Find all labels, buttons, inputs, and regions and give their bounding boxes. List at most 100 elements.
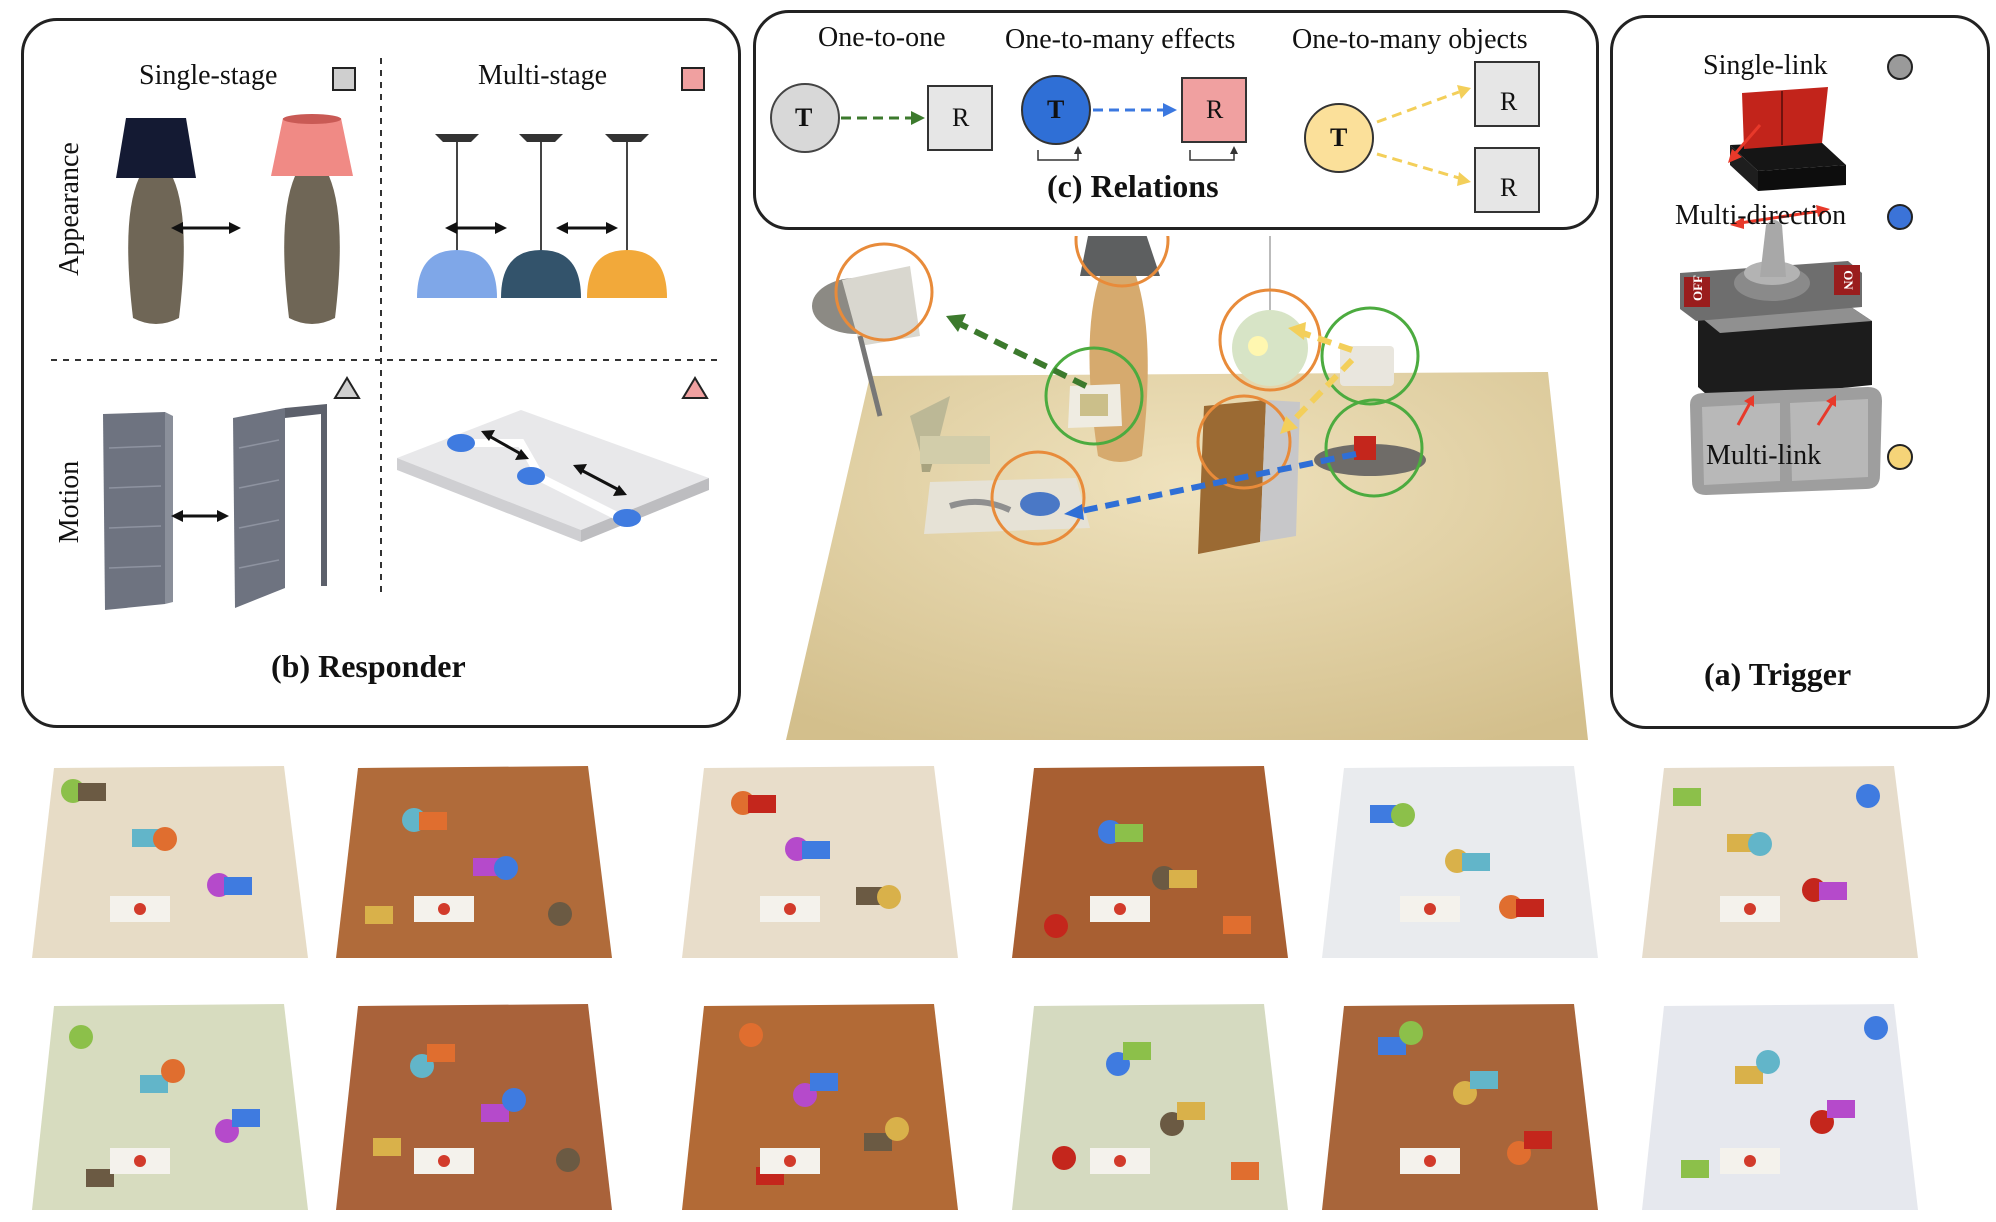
scene-thumbnail bbox=[336, 1004, 612, 1210]
scene-object bbox=[1052, 1146, 1076, 1170]
highlight-table-lamp bbox=[1074, 236, 1170, 288]
highlight-double-switch bbox=[1320, 306, 1420, 406]
scene-slider-knob bbox=[1744, 1155, 1756, 1167]
single-stage-square bbox=[332, 67, 356, 91]
scene-thumbnail bbox=[1642, 766, 1918, 958]
highlight-push-button bbox=[1324, 398, 1424, 498]
scene-object bbox=[373, 1138, 401, 1156]
scene-object bbox=[86, 1169, 114, 1187]
scene-object bbox=[877, 885, 901, 909]
central-scene bbox=[786, 236, 1588, 740]
scene-object bbox=[69, 1025, 93, 1049]
one-to-many-effects-label: One-to-many effects bbox=[1005, 24, 1236, 55]
highlight-wall-switch bbox=[1044, 346, 1144, 446]
scene-object bbox=[802, 841, 830, 859]
highlight-door bbox=[1196, 394, 1292, 490]
scene-object bbox=[224, 877, 252, 895]
center-slider-icon bbox=[924, 478, 1090, 534]
r-label-2: R bbox=[1206, 95, 1224, 124]
scene-object bbox=[1681, 1160, 1709, 1178]
door-closed-icon bbox=[103, 412, 173, 610]
scene-object bbox=[232, 1109, 260, 1127]
multi-direction-dot bbox=[1887, 204, 1913, 230]
scene-object bbox=[1727, 834, 1755, 852]
pendant-lamp-orange-icon bbox=[587, 134, 667, 298]
multi-direction-label: Multi-direction bbox=[1675, 200, 1847, 231]
relations-panel bbox=[753, 10, 1599, 230]
responder-node-pink bbox=[1181, 77, 1247, 143]
door-open-icon bbox=[233, 404, 327, 608]
relations-title: (c) Relations bbox=[1047, 168, 1219, 204]
scene-object bbox=[885, 1117, 909, 1141]
scene-object bbox=[1856, 784, 1880, 808]
pendant-lamp-blue-icon bbox=[417, 134, 497, 298]
toggle-on-label: ON bbox=[1840, 270, 1856, 290]
toggle-off-label: OFF bbox=[1690, 275, 1705, 301]
scene-object bbox=[1399, 1021, 1423, 1045]
single-link-label: Single-link bbox=[1703, 50, 1828, 81]
one-to-many-objects-label: One-to-many objects bbox=[1292, 24, 1528, 55]
multi-stage-square bbox=[681, 67, 705, 91]
scene-slider-knob bbox=[784, 903, 796, 915]
single-link-dot bbox=[1887, 54, 1913, 80]
highlight-slider bbox=[990, 450, 1086, 546]
scene-thumbnails-row-1 bbox=[32, 766, 1918, 958]
scene-object bbox=[1378, 1037, 1406, 1055]
scene-thumbnail bbox=[1322, 1004, 1598, 1210]
scene-object bbox=[1470, 1071, 1498, 1089]
scene-object bbox=[1391, 803, 1415, 827]
scene-object bbox=[739, 1023, 763, 1047]
scene-object bbox=[1516, 899, 1544, 917]
single-stage-label: Single-stage bbox=[139, 60, 278, 91]
t-label-1: T bbox=[795, 103, 813, 132]
center-pendant-icon bbox=[1232, 236, 1308, 386]
scene-object bbox=[132, 829, 160, 847]
scene-object bbox=[856, 887, 884, 905]
scene-object bbox=[1123, 1042, 1151, 1060]
scene-object bbox=[1231, 1162, 1259, 1180]
r-label-4: R bbox=[1500, 173, 1518, 202]
wall-switch-icon bbox=[1068, 384, 1122, 428]
scene-object bbox=[1370, 805, 1398, 823]
scene-object bbox=[481, 1104, 509, 1122]
multi-stage-label: Multi-stage bbox=[478, 60, 608, 91]
multi-motion-triangle bbox=[681, 376, 709, 399]
one-to-one-label: One-to-one bbox=[818, 22, 946, 53]
scene-object bbox=[161, 1059, 185, 1083]
motion-label: Motion bbox=[54, 460, 85, 544]
desk-lamp-icon bbox=[812, 266, 990, 472]
scene-object bbox=[365, 906, 393, 924]
scene-object bbox=[810, 1073, 838, 1091]
scene-thumbnail bbox=[32, 1004, 308, 1210]
t-label-2: T bbox=[1047, 95, 1065, 124]
scene-thumbnail bbox=[682, 1004, 958, 1210]
relations-graphics bbox=[770, 61, 1540, 213]
scene-object bbox=[1169, 870, 1197, 888]
scene-thumbnail bbox=[32, 766, 308, 958]
scene-object bbox=[140, 1075, 168, 1093]
scene-thumbnail bbox=[336, 766, 612, 958]
scene-object bbox=[748, 795, 776, 813]
center-push-button-icon bbox=[1314, 436, 1426, 476]
scene-slider-knob bbox=[784, 1155, 796, 1167]
multi-link-dot bbox=[1887, 444, 1913, 470]
scene-object bbox=[1735, 1066, 1763, 1084]
rocker-switch-icon bbox=[1728, 87, 1846, 191]
scene-slider-knob bbox=[438, 903, 450, 915]
scene-object bbox=[1524, 1131, 1552, 1149]
scene-object bbox=[1223, 916, 1251, 934]
trigger-node-blue bbox=[1021, 75, 1091, 145]
appearance-label: Appearance bbox=[54, 142, 85, 276]
r-label-1: R bbox=[952, 103, 970, 132]
single-motion-triangle bbox=[333, 376, 361, 399]
scene-object bbox=[1115, 824, 1143, 842]
lamp-on-icon bbox=[271, 114, 353, 324]
scene-object bbox=[1177, 1102, 1205, 1120]
center-double-switch-icon bbox=[1340, 346, 1394, 386]
scene-object bbox=[1827, 1100, 1855, 1118]
pendant-lamp-dark-icon bbox=[501, 134, 581, 298]
scene-slider-knob bbox=[1424, 903, 1436, 915]
scene-object bbox=[556, 1148, 580, 1172]
scene-object bbox=[864, 1133, 892, 1151]
scene-object bbox=[473, 858, 501, 876]
